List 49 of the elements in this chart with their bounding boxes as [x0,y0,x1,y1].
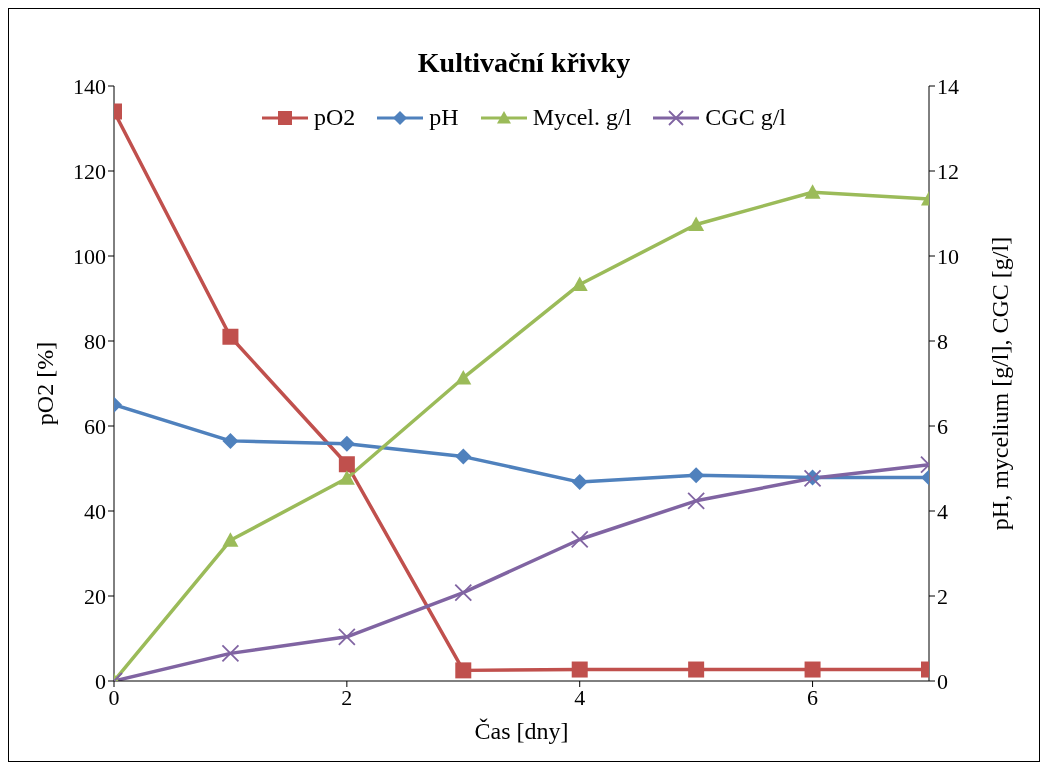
y-tick-label: 140 [73,73,106,99]
y2-tick-label: 4 [937,498,948,524]
x-axis-title: Čas [dny] [474,718,569,744]
legend-label: pH [429,104,459,131]
point [338,435,355,452]
point [455,369,472,385]
y-tick-label: 120 [73,158,106,184]
point [687,491,706,510]
y2-tick-label: 8 [937,328,948,354]
legend-label: pO2 [313,104,356,131]
point [688,661,705,678]
y-tick-label: 80 [84,328,106,354]
point [338,456,355,473]
point [571,661,588,678]
point [454,583,473,602]
chart-title: Kultivační křivky [417,47,631,78]
point [455,448,472,465]
point [570,530,589,549]
point [571,276,588,291]
point [455,662,472,679]
point [221,644,240,663]
point [571,474,588,491]
x-tick-label: 6 [807,684,819,710]
legend-label: CGC g/l [705,104,787,131]
y-axis-title: pO2 [%] [31,341,58,426]
point [804,184,821,199]
y-tick-label: 60 [84,413,106,439]
point [804,661,821,678]
y2-tick-label: 10 [937,243,959,269]
point [338,470,355,485]
x-tick-label: 4 [574,684,586,710]
x-tick-label: 2 [341,684,353,710]
point [222,532,239,547]
y-tick-label: 40 [84,498,106,524]
y-tick-label: 20 [84,583,106,609]
y2-axis-title: pH, mycelium [g/l], CGC [g/l] [986,236,1013,531]
y2-tick-label: 0 [937,668,948,694]
point [337,627,356,646]
y-tick-label: 0 [95,668,106,694]
point [688,467,705,484]
y2-tick-label: 2 [937,583,948,609]
legend-label: Mycel. g/l [532,104,632,131]
y2-tick-label: 12 [937,158,959,184]
y2-tick-label: 6 [937,413,948,439]
point [222,328,239,345]
y-tick-label: 100 [73,243,106,269]
y2-tick-label: 14 [937,73,959,99]
point [222,432,239,449]
point [688,216,705,231]
